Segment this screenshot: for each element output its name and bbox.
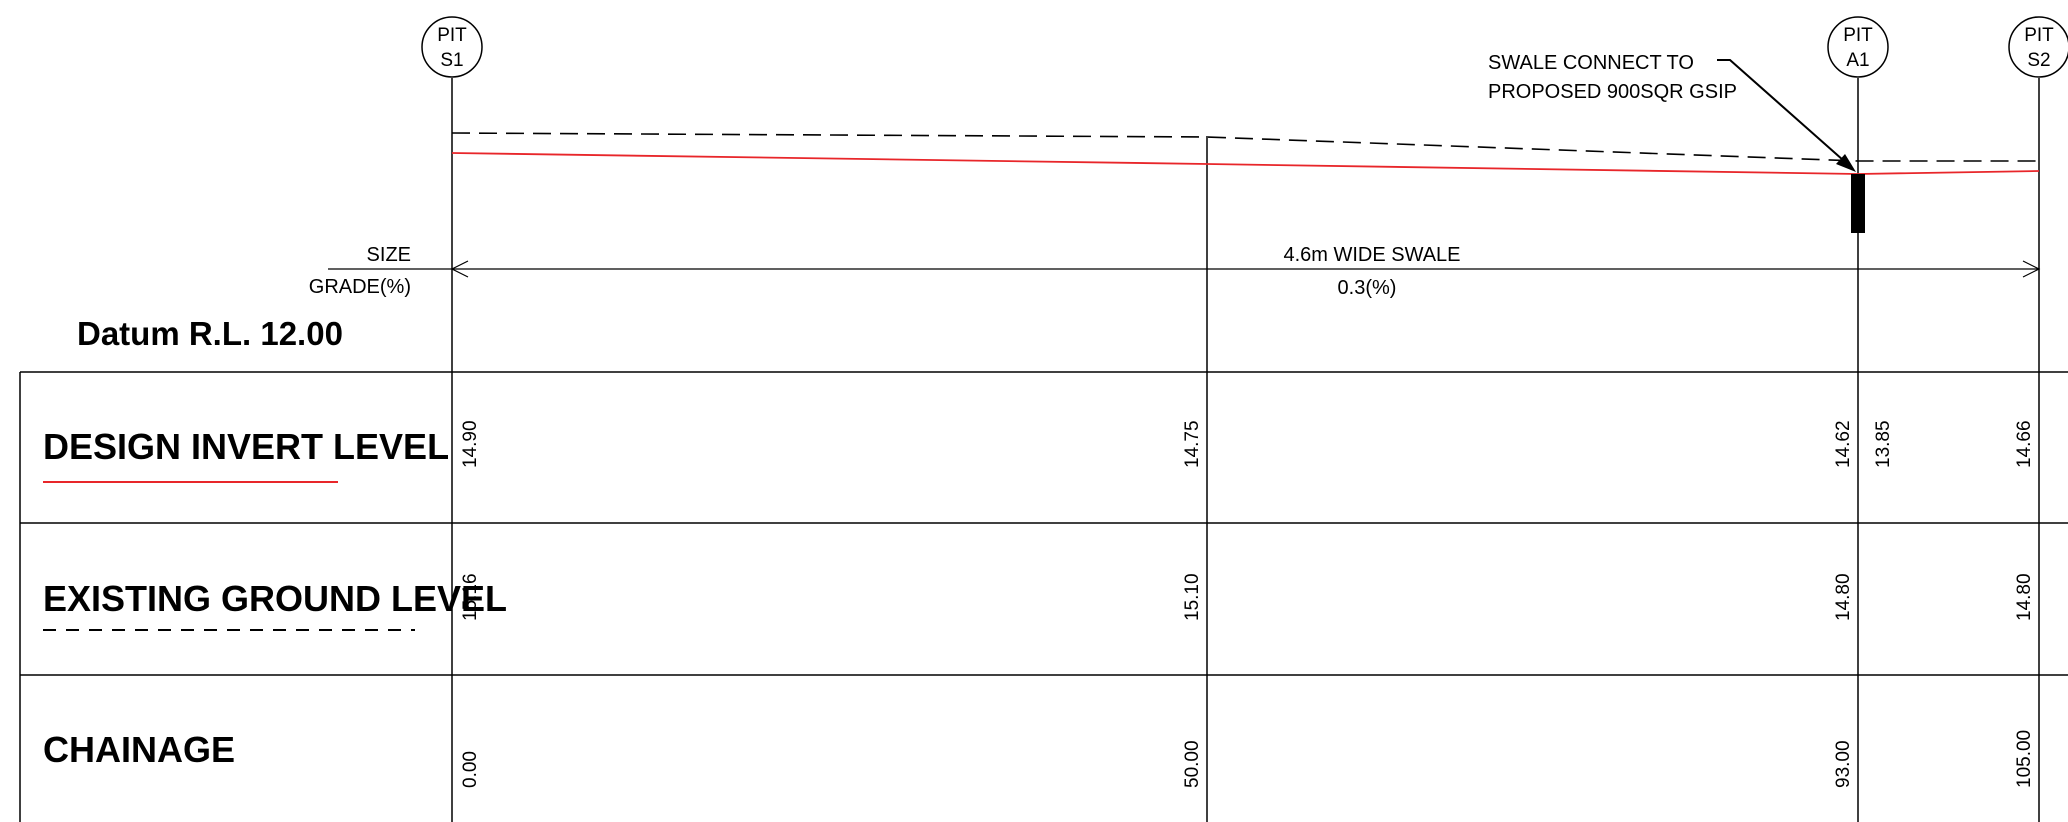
chainage-value: 50.00	[1182, 740, 1203, 788]
chainage-verticals	[451, 78, 2040, 822]
pit-s2-marker: PIT S2	[2008, 16, 2068, 78]
swale-size-text: 4.6m WIDE SWALE	[1283, 244, 1460, 266]
design-invert-value: 14.62	[1833, 420, 1854, 468]
existing-ground-value: 14.80	[1833, 573, 1854, 621]
existing-ground-value: 14.80	[2014, 573, 2035, 621]
chainage-value: 93.00	[1833, 740, 1854, 788]
size-label: SIZE	[367, 244, 411, 266]
pit-s1-label-top: PIT	[437, 25, 467, 46]
existing-ground-profile	[451, 132, 2039, 162]
design-invert-value: 14.66	[2014, 420, 2035, 468]
annotation-arrowhead	[1836, 154, 1856, 172]
existing-ground-value: 15.16	[460, 573, 481, 621]
design-invert-value: 14.75	[1182, 420, 1203, 468]
design-invert-profile	[451, 152, 2040, 175]
pit-s1-circle	[421, 16, 483, 78]
dimension-arrow-left	[450, 260, 469, 278]
pit-s2-circle	[2008, 16, 2068, 78]
existing-ground-value: 15.10	[1182, 573, 1203, 621]
pit-s1-marker: PIT S1	[421, 16, 483, 78]
chainage-value: 0.00	[460, 751, 481, 788]
chainage-value: 105.00	[2014, 730, 2035, 788]
pit-a1-marker: PIT A1	[1827, 16, 1889, 78]
pit-a1-drop-block	[1851, 174, 1865, 233]
datum-label: Datum R.L. 12.00	[77, 315, 343, 352]
pit-s1-label-bottom: S1	[440, 50, 463, 71]
annotation-leader-line	[1717, 59, 1853, 169]
pit-s2-label-top: PIT	[2024, 25, 2054, 46]
annotation-leader	[1717, 59, 1856, 172]
row-label-design-invert: DESIGN INVERT LEVEL	[43, 426, 449, 467]
pit-s2-label-bottom: S2	[2027, 50, 2050, 71]
pit-a1-circle	[1827, 16, 1889, 78]
section-table-grid	[19, 371, 2068, 822]
row-label-existing-ground: EXISTING GROUND LEVEL	[43, 578, 507, 619]
design-invert-value: 14.90	[460, 420, 481, 468]
annotation-text-line2: PROPOSED 900SQR GSIP	[1488, 81, 1737, 103]
pit-a1-label-bottom: A1	[1846, 50, 1869, 71]
design-invert-value: 13.85	[1873, 420, 1894, 468]
grade-label: GRADE(%)	[309, 276, 411, 298]
swale-grade-text: 0.3(%)	[1338, 277, 1397, 299]
pit-a1-label-top: PIT	[1843, 25, 1873, 46]
dimension-arrow-right	[2022, 260, 2041, 278]
row-label-chainage: CHAINAGE	[43, 729, 235, 770]
annotation-text-line1: SWALE CONNECT TO	[1488, 52, 1694, 74]
